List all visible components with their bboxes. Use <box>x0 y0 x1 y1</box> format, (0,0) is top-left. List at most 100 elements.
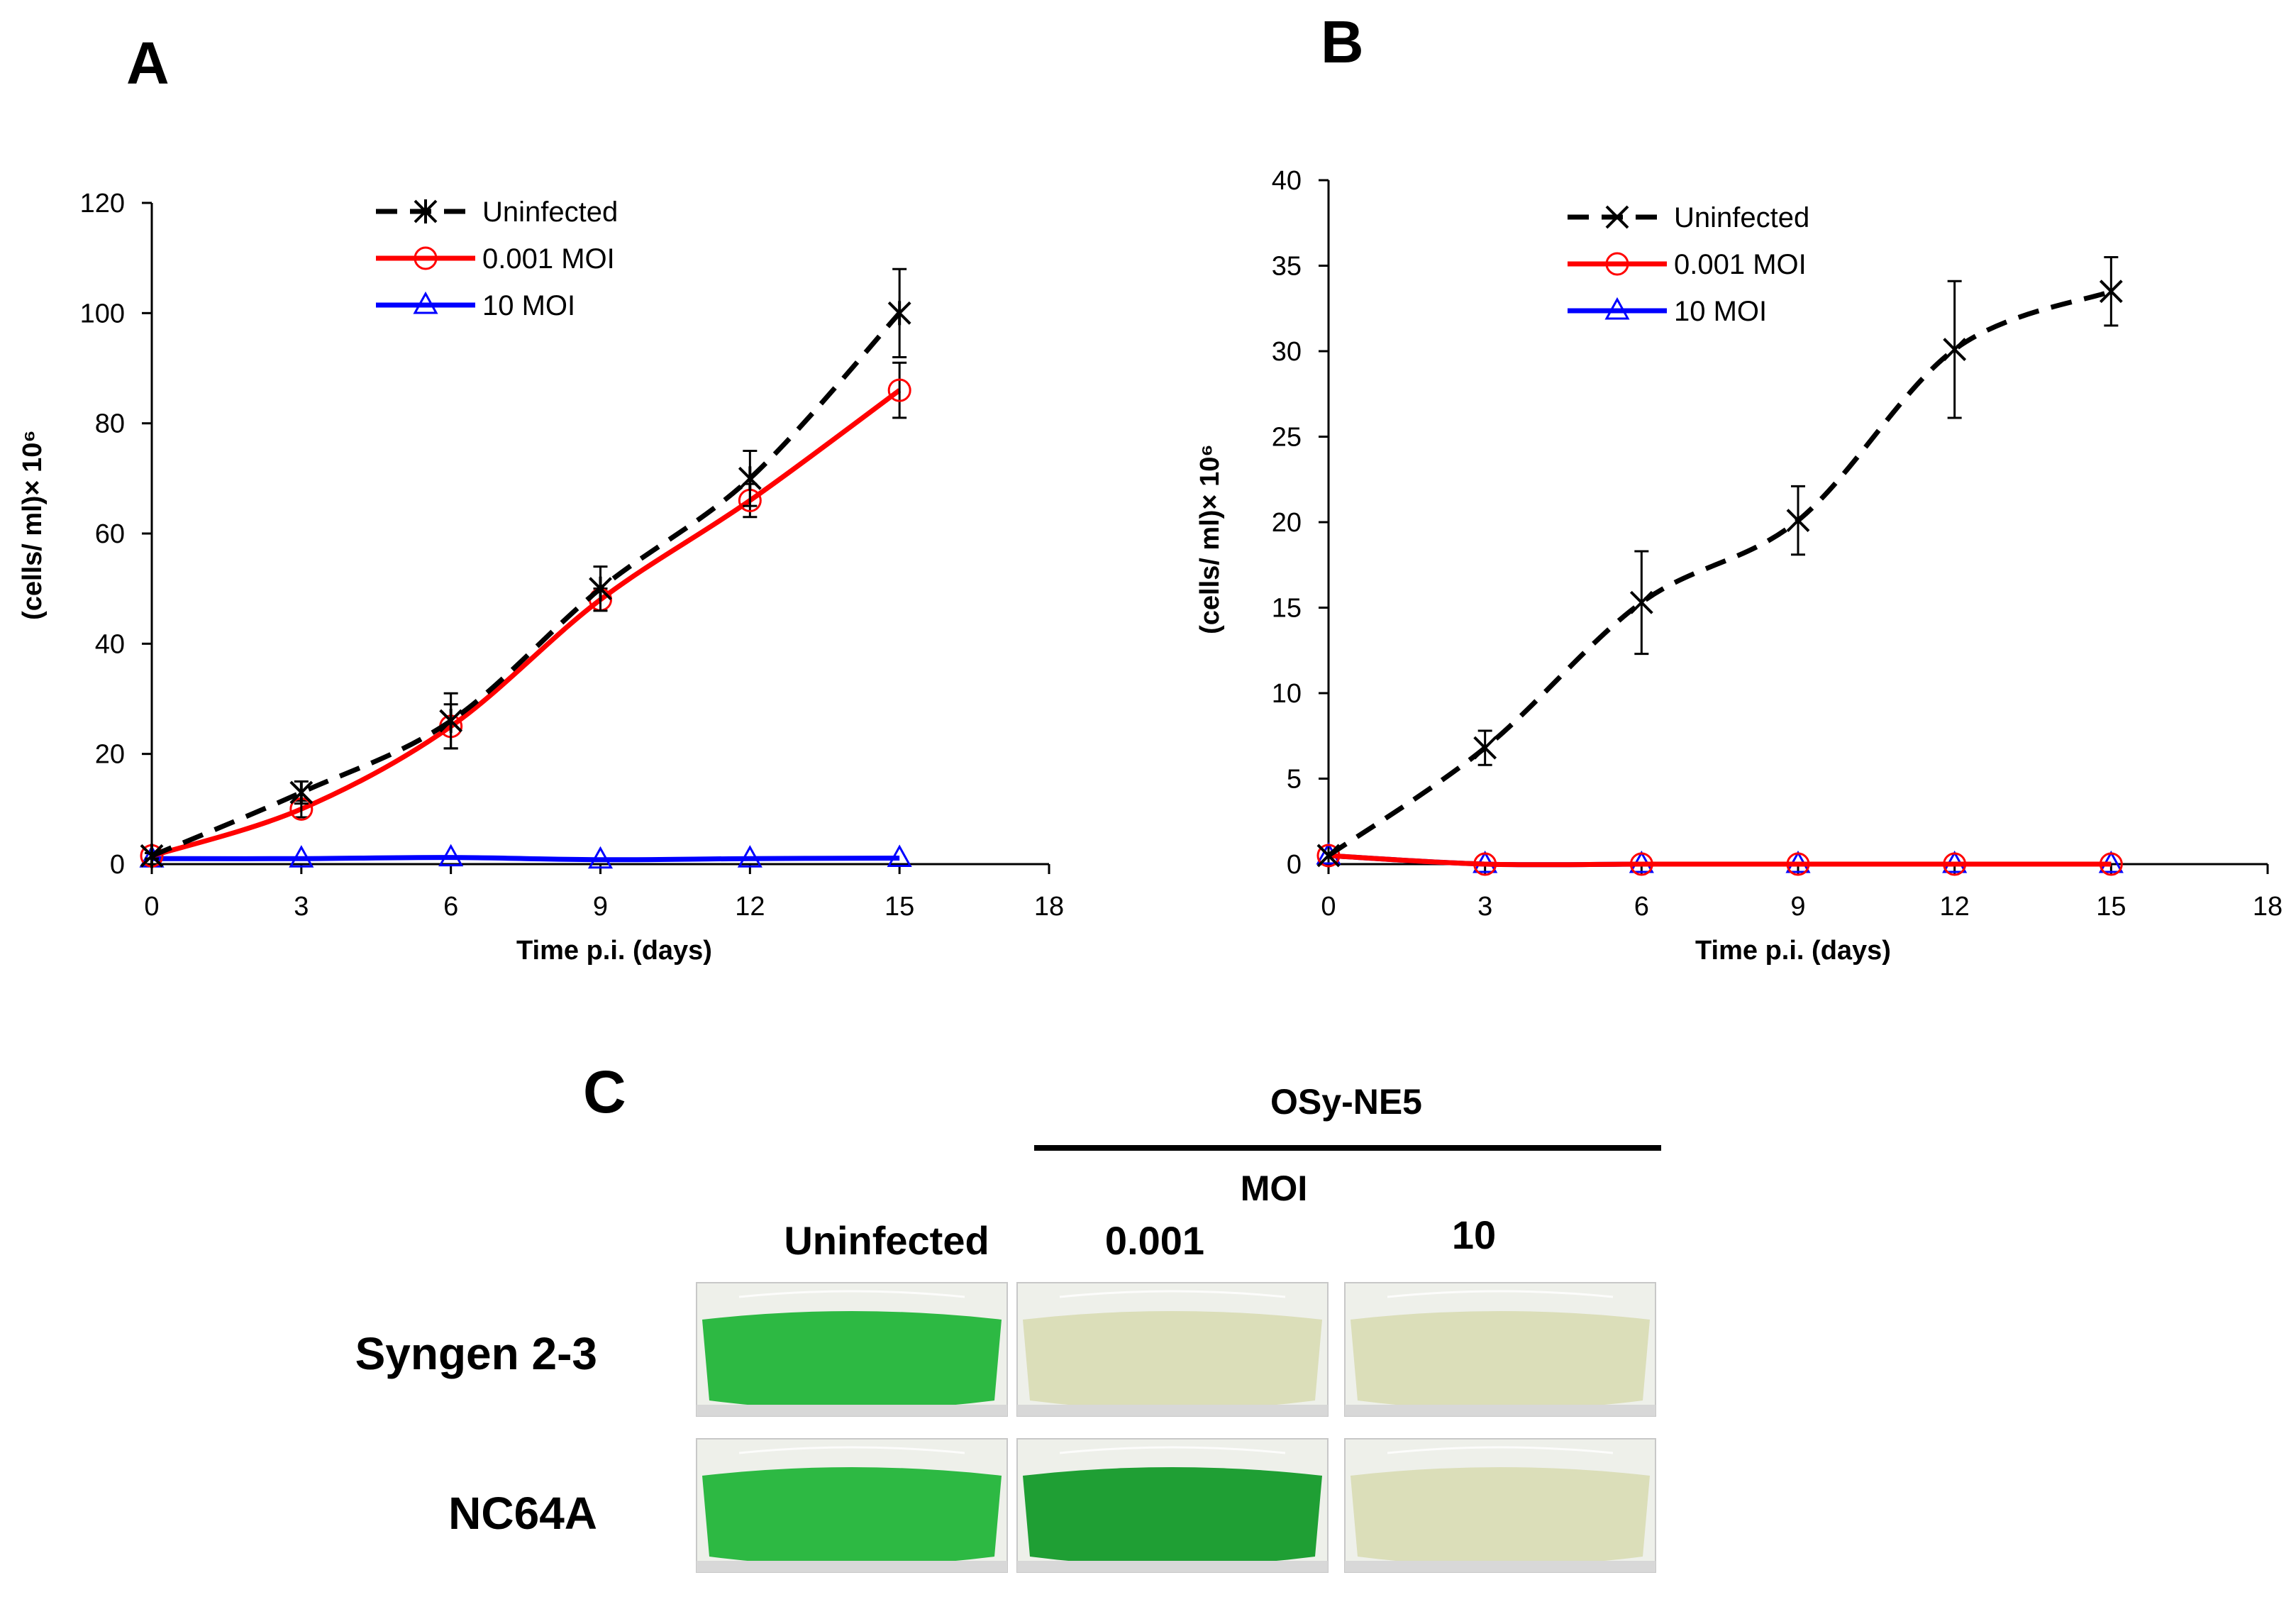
panel-b-y-axis-title-text: (cells/ ml)× 10⁶ <box>1195 444 1225 634</box>
panel-a-y-tick-label: 0 <box>110 850 125 880</box>
panel-a-data-point <box>737 845 762 868</box>
panel-b-x-tick-label: 0 <box>1321 892 1336 922</box>
panel-b-legend-item: Uninfected <box>1568 202 1809 233</box>
panel-a-series-uninfected <box>140 267 911 868</box>
panel-a-y-tick-label: 40 <box>95 629 125 659</box>
panel-a-x-axis-title: Time p.i. (days) <box>516 936 712 966</box>
panel-b-data-point <box>1473 852 1497 876</box>
panel-a-data-point <box>289 780 314 805</box>
panel-b-data-point <box>1943 852 1967 876</box>
panel-a-x-tick-label: 15 <box>884 892 914 922</box>
panel-b-legend-label: 10 MOI <box>1674 296 1767 327</box>
panel-b-x-tick-label: 12 <box>1940 892 1970 922</box>
panel-b-data-point <box>2099 280 2123 304</box>
panel-b-y-axis-title: (cells/ ml)× 10⁶ <box>1195 444 1225 634</box>
panel-a-y-tick-label: 120 <box>80 189 125 219</box>
panel-a-legend-marker <box>413 291 438 314</box>
flask-photo <box>696 1438 1008 1573</box>
panel-b-y-tick-label: 20 <box>1272 508 1302 538</box>
panel-b-series-uninfected <box>1316 255 2123 868</box>
panel-a-data-point <box>738 466 762 491</box>
panel-a-series-0-001-moi <box>140 361 911 868</box>
panel-b-y-tick-label: 15 <box>1272 594 1302 624</box>
panel-b-x-axis-title: Time p.i. (days) <box>1695 936 1891 966</box>
flask-photo <box>1344 1438 1656 1573</box>
panel-b-y-tick-label: 30 <box>1272 337 1302 367</box>
panel-a-data-point <box>439 709 463 734</box>
panel-a: A (cells/ ml)× 10⁶ Time p.i. (days) 0 3 6 9… <box>18 30 1064 966</box>
panel-a-x-tick-label: 3 <box>294 892 309 922</box>
panel-b: B (cells/ ml)× 10⁶ Time p.i. (days) 0 3 6 9… <box>1195 9 2283 966</box>
panel-b-legend-marker <box>1605 252 1629 276</box>
flask-photo <box>1344 1282 1656 1417</box>
panel-a-x-tick-label: 0 <box>144 892 159 922</box>
panel-b-data-point <box>1316 844 1341 868</box>
panel-a-x-tick-label: 18 <box>1034 892 1064 922</box>
panel-a-x-tick-label: 6 <box>443 892 458 922</box>
panel-c: C OSy-NE5 MOI Uninfected 0.001 10 Syngen… <box>355 1059 1661 1573</box>
panel-b-data-point <box>1473 736 1497 760</box>
panel-a-series-line <box>150 388 902 858</box>
panel-a-y-tick-label: 60 <box>95 519 125 549</box>
panel-a-y-axis-title-text: (cells/ ml)× 10⁶ <box>18 430 48 620</box>
column-header-moi-0001: 0.001 <box>1105 1218 1204 1263</box>
panel-a-letter: A <box>126 30 170 96</box>
column-header-moi-10: 10 <box>1452 1212 1496 1257</box>
panel-a-y-tick-label: 80 <box>95 409 125 439</box>
panel-b-series-line <box>1328 853 2112 868</box>
panel-a-y-tick-label: 20 <box>95 740 125 770</box>
panel-b-x-tick-label: 18 <box>2253 892 2283 922</box>
panel-a-x-tick-label: 12 <box>735 892 765 922</box>
panel-a-legend-item: Uninfected <box>376 197 618 228</box>
panel-b-y-tick-label: 35 <box>1272 252 1302 282</box>
panel-a-data-point <box>887 844 912 867</box>
panel-a-legend-marker <box>414 246 438 270</box>
panel-a-x-tick-label: 9 <box>593 892 608 922</box>
panel-b-x-tick-label: 9 <box>1790 892 1805 922</box>
column-header-uninfected: Uninfected <box>784 1218 989 1263</box>
panel-a-legend-item: 0.001 MOI <box>376 243 615 275</box>
panel-a-error-bar <box>892 361 907 419</box>
virus-label: OSy-NE5 <box>1270 1082 1422 1122</box>
panel-a-legend-item: 10 MOI <box>376 290 575 321</box>
panel-b-legend-marker <box>1604 297 1630 320</box>
panel-a-y-axis-title: (cells/ ml)× 10⁶ <box>18 430 48 620</box>
row-label-nc64a: NC64A <box>448 1488 597 1539</box>
panel-b-letter: B <box>1321 9 1364 75</box>
panel-a-data-point <box>289 845 314 868</box>
flask-photos <box>696 1282 1656 1573</box>
panel-b-data-point <box>1786 509 1810 533</box>
panel-b-x-tick-label: 3 <box>1477 892 1492 922</box>
panel-b-data-point <box>1316 844 1341 868</box>
panel-b-series-10-moi <box>1316 841 2124 873</box>
panel-a-legend-label: 0.001 MOI <box>482 243 615 275</box>
panel-b-y-tick-label: 0 <box>1287 850 1302 880</box>
row-label-syngen: Syngen 2-3 <box>355 1328 597 1379</box>
panel-a-y-tick-label: 100 <box>80 299 125 328</box>
flask-photo <box>1016 1282 1329 1417</box>
moi-label: MOI <box>1241 1168 1307 1208</box>
panel-b-data-point <box>2099 852 2123 876</box>
panel-b-legend-item: 10 MOI <box>1568 296 1767 327</box>
panel-a-series-line <box>150 311 902 858</box>
panel-a-legend-marker <box>414 199 438 223</box>
panel-b-x-tick-label: 15 <box>2096 892 2126 922</box>
panel-b-legend-marker <box>1605 205 1629 229</box>
panel-b-y-tick-label: 10 <box>1272 679 1302 709</box>
panel-a-legend-label: 10 MOI <box>482 290 575 321</box>
panel-b-legend-label: 0.001 MOI <box>1674 249 1807 280</box>
panel-b-series-0-001-moi <box>1316 844 2123 876</box>
panel-a-data-point <box>587 846 614 869</box>
panel-b-legend-label: Uninfected <box>1674 202 1809 233</box>
panel-b-legend: Uninfected 0.001 MOI 10 MOI <box>1568 202 1809 327</box>
panel-b-y-tick-label: 40 <box>1272 166 1302 196</box>
panel-a-data-point <box>887 378 911 402</box>
panel-b-data-point <box>1786 852 1810 876</box>
panel-b-y-tick-label: 5 <box>1287 765 1302 795</box>
panel-a-data-point <box>438 844 464 867</box>
panel-b-series-line <box>1327 289 2112 858</box>
panel-b-y-tick-label: 25 <box>1272 423 1302 453</box>
panel-a-data-point <box>589 576 612 601</box>
panel-b-legend-item: 0.001 MOI <box>1568 249 1807 280</box>
